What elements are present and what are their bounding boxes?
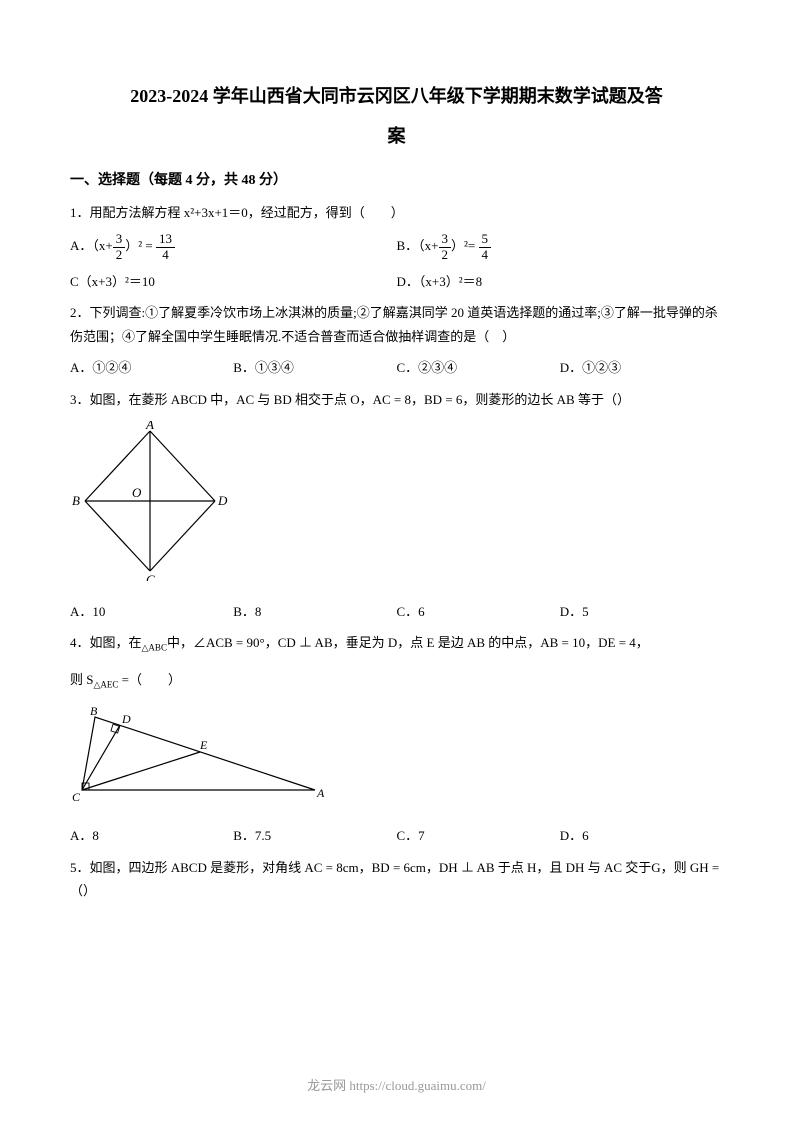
q2-optA: A．①②④ [70, 356, 233, 379]
q2-optB: B．①③④ [233, 356, 396, 379]
q1-optA: A．（x+32）² = 134 [70, 232, 397, 262]
q4-label-A: A [316, 786, 325, 800]
footer: 龙云网 https://cloud.guaimu.com/ [0, 1074, 793, 1097]
q3-text: 3．如图，在菱形 ABCD 中，AC 与 BD 相交于点 O，AC = 8，BD… [70, 388, 723, 411]
q3-diagram: A B C D O [70, 421, 723, 590]
q5-text: 5．如图，四边形 ABCD 是菱形，对角线 AC = 8cm，BD = 6cm，… [70, 856, 723, 903]
q3-label-C: C [146, 572, 155, 581]
q1-optD: D．（x+3）²＝8 [397, 270, 724, 293]
q3-label-D: D [217, 493, 228, 508]
page-title-line1: 2023-2024 学年山西省大同市云冈区八年级下学期期末数学试题及答 [70, 80, 723, 112]
q1-optB: B．（x+32）²= 54 [397, 232, 724, 262]
q2-optD: D．①②③ [560, 356, 723, 379]
q4-diagram: B D E C A [70, 705, 723, 814]
q3-optA: A．10 [70, 600, 233, 623]
section-header: 一、选择题（每题 4 分，共 48 分） [70, 168, 723, 193]
q4-optD: D．6 [560, 824, 723, 847]
q4-label-D: D [121, 712, 131, 726]
q4-text-line1: 4．如图，在△ABC中，∠ACB = 90°，CD ⊥ AB，垂足为 D，点 E… [70, 631, 723, 656]
q4-options: A．8 B．7.5 C．7 D．6 [70, 824, 723, 847]
q1-optC: C（x+3）²＝10 [70, 270, 397, 293]
q2-optC: C．②③④ [397, 356, 560, 379]
q4-text-line2: 则 S△AEC =（ ） [70, 668, 723, 693]
q3-label-A: A [145, 421, 154, 432]
q4-optA: A．8 [70, 824, 233, 847]
q4-label-C: C [72, 790, 81, 804]
q4-optC: C．7 [397, 824, 560, 847]
q2-text: 2．下列调查:①了解夏季冷饮市场上冰淇淋的质量;②了解嘉淇同学 20 道英语选择… [70, 301, 723, 348]
q4-label-B: B [90, 705, 98, 718]
page-title-line2: 案 [70, 120, 723, 152]
q3-options: A．10 B．8 C．6 D．5 [70, 600, 723, 623]
q3-optC: C．6 [397, 600, 560, 623]
q1-text: 1．用配方法解方程 x²+3x+1＝0，经过配方，得到（ ） [70, 201, 723, 224]
q3-optB: B．8 [233, 600, 396, 623]
q3-label-B: B [72, 493, 80, 508]
q4-optB: B．7.5 [233, 824, 396, 847]
q3-optD: D．5 [560, 600, 723, 623]
q4-label-E: E [199, 738, 208, 752]
q1-options-row1: A．（x+32）² = 134 B．（x+32）²= 54 [70, 232, 723, 262]
q2-options: A．①②④ B．①③④ C．②③④ D．①②③ [70, 356, 723, 379]
q3-label-O: O [132, 485, 142, 500]
q1-options-row2: C（x+3）²＝10 D．（x+3）²＝8 [70, 270, 723, 293]
